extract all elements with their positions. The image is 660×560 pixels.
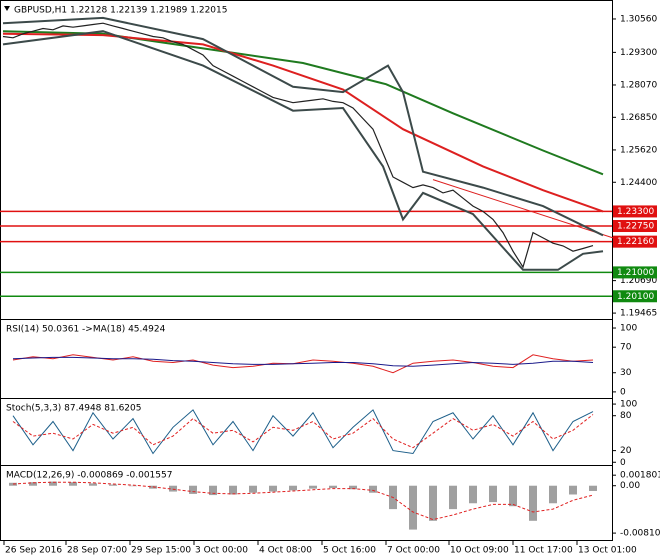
x-tick-label: 7 Oct 00:00 <box>387 546 440 556</box>
histogram-bar <box>469 485 477 504</box>
histogram-bar <box>49 481 57 486</box>
histogram-bar <box>329 485 337 489</box>
y-tick-label: 0.001801 <box>620 471 660 481</box>
histogram-bar <box>169 485 177 492</box>
series-line <box>2 22 594 269</box>
y-tick-label: 100 <box>620 324 637 334</box>
y-tick-label: 80 <box>620 411 632 421</box>
y-tick-label: 0.00 <box>620 481 640 491</box>
y-tick-label: 20 <box>620 446 632 456</box>
histogram-bar <box>549 485 557 504</box>
y-tick-label: 30 <box>620 368 632 378</box>
histogram-bar <box>509 485 517 507</box>
histogram-bar <box>289 485 297 491</box>
level-label: 1.21000 <box>617 268 654 278</box>
series-line <box>12 414 594 449</box>
y-tick-label: 100 <box>620 400 637 410</box>
histogram-bar <box>249 485 257 493</box>
series-line <box>12 481 594 521</box>
x-tick-label: 13 Oct 01:00 <box>578 546 637 556</box>
histogram-bar <box>309 485 317 489</box>
histogram-bar <box>229 485 237 495</box>
histogram-bar <box>409 485 417 530</box>
y-tick-label: 1.24400 <box>620 178 657 188</box>
x-tick-label: 29 Sep 15:00 <box>131 546 191 556</box>
histogram-bar <box>109 484 117 486</box>
x-tick-label: 3 Oct 00:00 <box>195 546 248 556</box>
histogram-bar <box>589 485 597 491</box>
y-tick-label: 1.20690 <box>620 276 657 286</box>
series-line <box>2 30 604 271</box>
histogram-bar <box>29 482 37 486</box>
histogram-bar <box>129 485 137 487</box>
histogram-bar <box>89 483 97 486</box>
histogram-bar <box>9 482 17 486</box>
level-label-box <box>613 220 657 233</box>
histogram-bar <box>429 485 437 521</box>
level-label: 1.20100 <box>617 292 654 302</box>
histogram-bar <box>449 485 457 510</box>
series-line <box>2 16 604 237</box>
panel-title: MACD(12,26,9) -0.000869 -0.001557 <box>6 471 172 481</box>
series-line <box>12 409 594 455</box>
y-tick-label: 1.25620 <box>620 145 657 155</box>
level-label-box <box>613 266 657 279</box>
histogram-bar <box>69 482 77 486</box>
histogram-bar <box>189 485 197 494</box>
series-line <box>12 356 594 367</box>
y-tick-label: 1.28070 <box>620 80 657 90</box>
y-tick-label: 0 <box>620 458 626 468</box>
x-tick-label: 10 Oct 09:00 <box>450 546 509 556</box>
x-tick-label: 28 Sep 07:00 <box>67 546 127 556</box>
y-tick-label: 1.26850 <box>620 113 657 123</box>
histogram-bar <box>209 485 217 496</box>
panel-title: RSI(14) 50.0361 ->MA(18) 45.4924 <box>6 325 166 335</box>
x-tick-label: 5 Oct 16:00 <box>323 546 376 556</box>
x-tick-label: 26 Sep 2016 <box>5 546 62 556</box>
x-tick-label: 4 Oct 08:00 <box>259 546 312 556</box>
plot-frame <box>0 0 613 541</box>
series-line <box>432 179 614 239</box>
histogram-bar <box>269 485 277 492</box>
histogram-bar <box>489 485 497 503</box>
histogram-bar <box>349 485 357 490</box>
y-tick-label: -0.008101 <box>620 529 660 539</box>
level-label: 1.23300 <box>617 207 654 217</box>
histogram-bar <box>529 485 537 521</box>
y-tick-label: 1.19465 <box>620 309 657 319</box>
series-line <box>2 32 604 213</box>
level-label: 1.22750 <box>617 222 654 232</box>
level-label-box <box>613 290 657 303</box>
y-tick-label: 70 <box>620 343 632 353</box>
panel-title: GBPUSD,H1 1.22128 1.22139 1.21989 1.2201… <box>14 6 227 16</box>
menu-arrow[interactable] <box>4 6 10 11</box>
x-tick-label: 11 Oct 17:00 <box>514 546 573 556</box>
histogram-bar <box>569 485 577 495</box>
level-label: 1.22160 <box>617 237 654 247</box>
y-tick-label: 1.29300 <box>620 48 657 58</box>
series-line <box>12 354 594 374</box>
level-label-box <box>613 205 657 218</box>
level-label-box <box>613 235 657 248</box>
histogram-bar <box>369 485 377 493</box>
y-tick-label: 0 <box>620 387 626 397</box>
y-tick-label: 1.30560 <box>620 14 657 24</box>
panel-title: Stoch(5,3,3) 87.4948 81.6205 <box>6 404 141 414</box>
